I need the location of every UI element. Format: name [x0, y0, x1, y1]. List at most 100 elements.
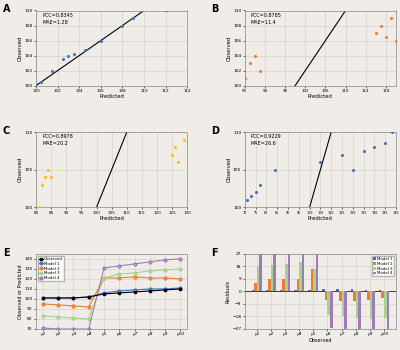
Point — [393, 38, 399, 43]
Bar — [282, 279, 285, 292]
Bar — [384, 292, 386, 318]
Bar — [367, 292, 370, 300]
Model 1 — [102, 291, 106, 295]
Model 1 — [40, 296, 45, 300]
Point — [339, 152, 345, 158]
X-axis label: Predicted: Predicted — [99, 94, 124, 99]
Bar — [285, 264, 288, 292]
Point — [272, 167, 278, 173]
Text: A: A — [3, 5, 10, 14]
Point — [248, 193, 254, 199]
Point — [119, 23, 126, 28]
Point — [71, 51, 77, 57]
Bar — [353, 292, 356, 301]
Bar — [330, 292, 332, 328]
Bar — [252, 290, 254, 292]
Bar — [344, 292, 347, 329]
Point — [257, 68, 263, 74]
Model 3 — [132, 271, 137, 275]
Model 4 — [71, 327, 76, 331]
Point — [38, 79, 45, 85]
Y-axis label: Observed: Observed — [18, 35, 23, 61]
Bar — [386, 292, 389, 329]
Bar — [316, 255, 318, 292]
Y-axis label: Observed or Predicted: Observed or Predicted — [18, 264, 23, 319]
Line: Observed: Observed — [42, 288, 182, 299]
Model 2 — [148, 276, 152, 280]
Model 2 — [163, 276, 168, 280]
Point — [382, 141, 388, 146]
Bar — [356, 292, 358, 318]
Bar — [336, 289, 339, 292]
Point — [252, 53, 258, 58]
X-axis label: Predicted: Predicted — [308, 216, 333, 221]
Point — [60, 57, 66, 62]
X-axis label: Predicted: Predicted — [308, 94, 333, 99]
Y-axis label: Residuals: Residuals — [226, 280, 231, 303]
Model 4 — [117, 264, 122, 268]
Point — [242, 75, 248, 81]
Bar — [322, 289, 325, 292]
Point — [388, 130, 395, 135]
Model 3 — [163, 268, 168, 272]
Model 2 — [71, 304, 76, 308]
Bar — [351, 289, 353, 292]
Point — [246, 60, 253, 66]
Line: Model 3: Model 3 — [42, 267, 182, 320]
Observed — [148, 289, 152, 293]
Model 4 — [148, 260, 152, 264]
Bar — [328, 292, 330, 315]
Model 4 — [102, 266, 106, 270]
Observed — [178, 287, 183, 291]
Bar — [382, 292, 384, 299]
Text: D: D — [212, 126, 220, 136]
Model 3 — [56, 315, 60, 319]
Point — [175, 160, 181, 165]
Model 2 — [40, 302, 45, 306]
Observed — [56, 296, 60, 300]
Bar — [294, 290, 297, 292]
Model 2 — [117, 276, 122, 280]
Bar — [274, 254, 276, 292]
Point — [378, 23, 384, 28]
Bar — [266, 290, 268, 292]
Bar — [297, 279, 299, 292]
Bar — [370, 292, 372, 319]
Bar — [379, 290, 382, 292]
Observed — [132, 290, 137, 294]
Y-axis label: Observed: Observed — [226, 157, 232, 182]
Bar — [254, 283, 257, 292]
Point — [49, 68, 56, 74]
Point — [388, 15, 394, 21]
Text: B: B — [212, 5, 219, 14]
Observed — [71, 296, 76, 300]
X-axis label: Observed: Observed — [309, 338, 332, 343]
Model 2 — [178, 277, 183, 281]
Bar — [257, 266, 259, 292]
Model 1 — [56, 296, 60, 300]
Point — [98, 38, 104, 43]
Model 2 — [102, 276, 106, 280]
Model 2 — [86, 305, 91, 309]
Bar — [271, 265, 274, 292]
Y-axis label: Observed: Observed — [227, 35, 232, 61]
Text: PCC=0.8345
MAE=1.28: PCC=0.8345 MAE=1.28 — [42, 13, 73, 25]
Model 3 — [148, 269, 152, 273]
Point — [48, 174, 54, 180]
Line: Model 2: Model 2 — [42, 275, 182, 308]
Model 1 — [148, 287, 152, 291]
Bar — [365, 290, 367, 292]
Point — [82, 47, 88, 52]
Text: C: C — [3, 126, 10, 136]
Bar — [302, 254, 304, 292]
Bar — [311, 269, 313, 292]
Model 3 — [117, 272, 122, 276]
Point — [360, 148, 367, 154]
Bar — [280, 290, 282, 292]
Model 3 — [86, 317, 91, 321]
Model 1 — [132, 288, 137, 292]
Model 4 — [40, 326, 45, 330]
Point — [257, 182, 263, 188]
Observed — [86, 295, 91, 299]
Text: PCC=0.8978
MAE=20.2: PCC=0.8978 MAE=20.2 — [42, 134, 73, 146]
